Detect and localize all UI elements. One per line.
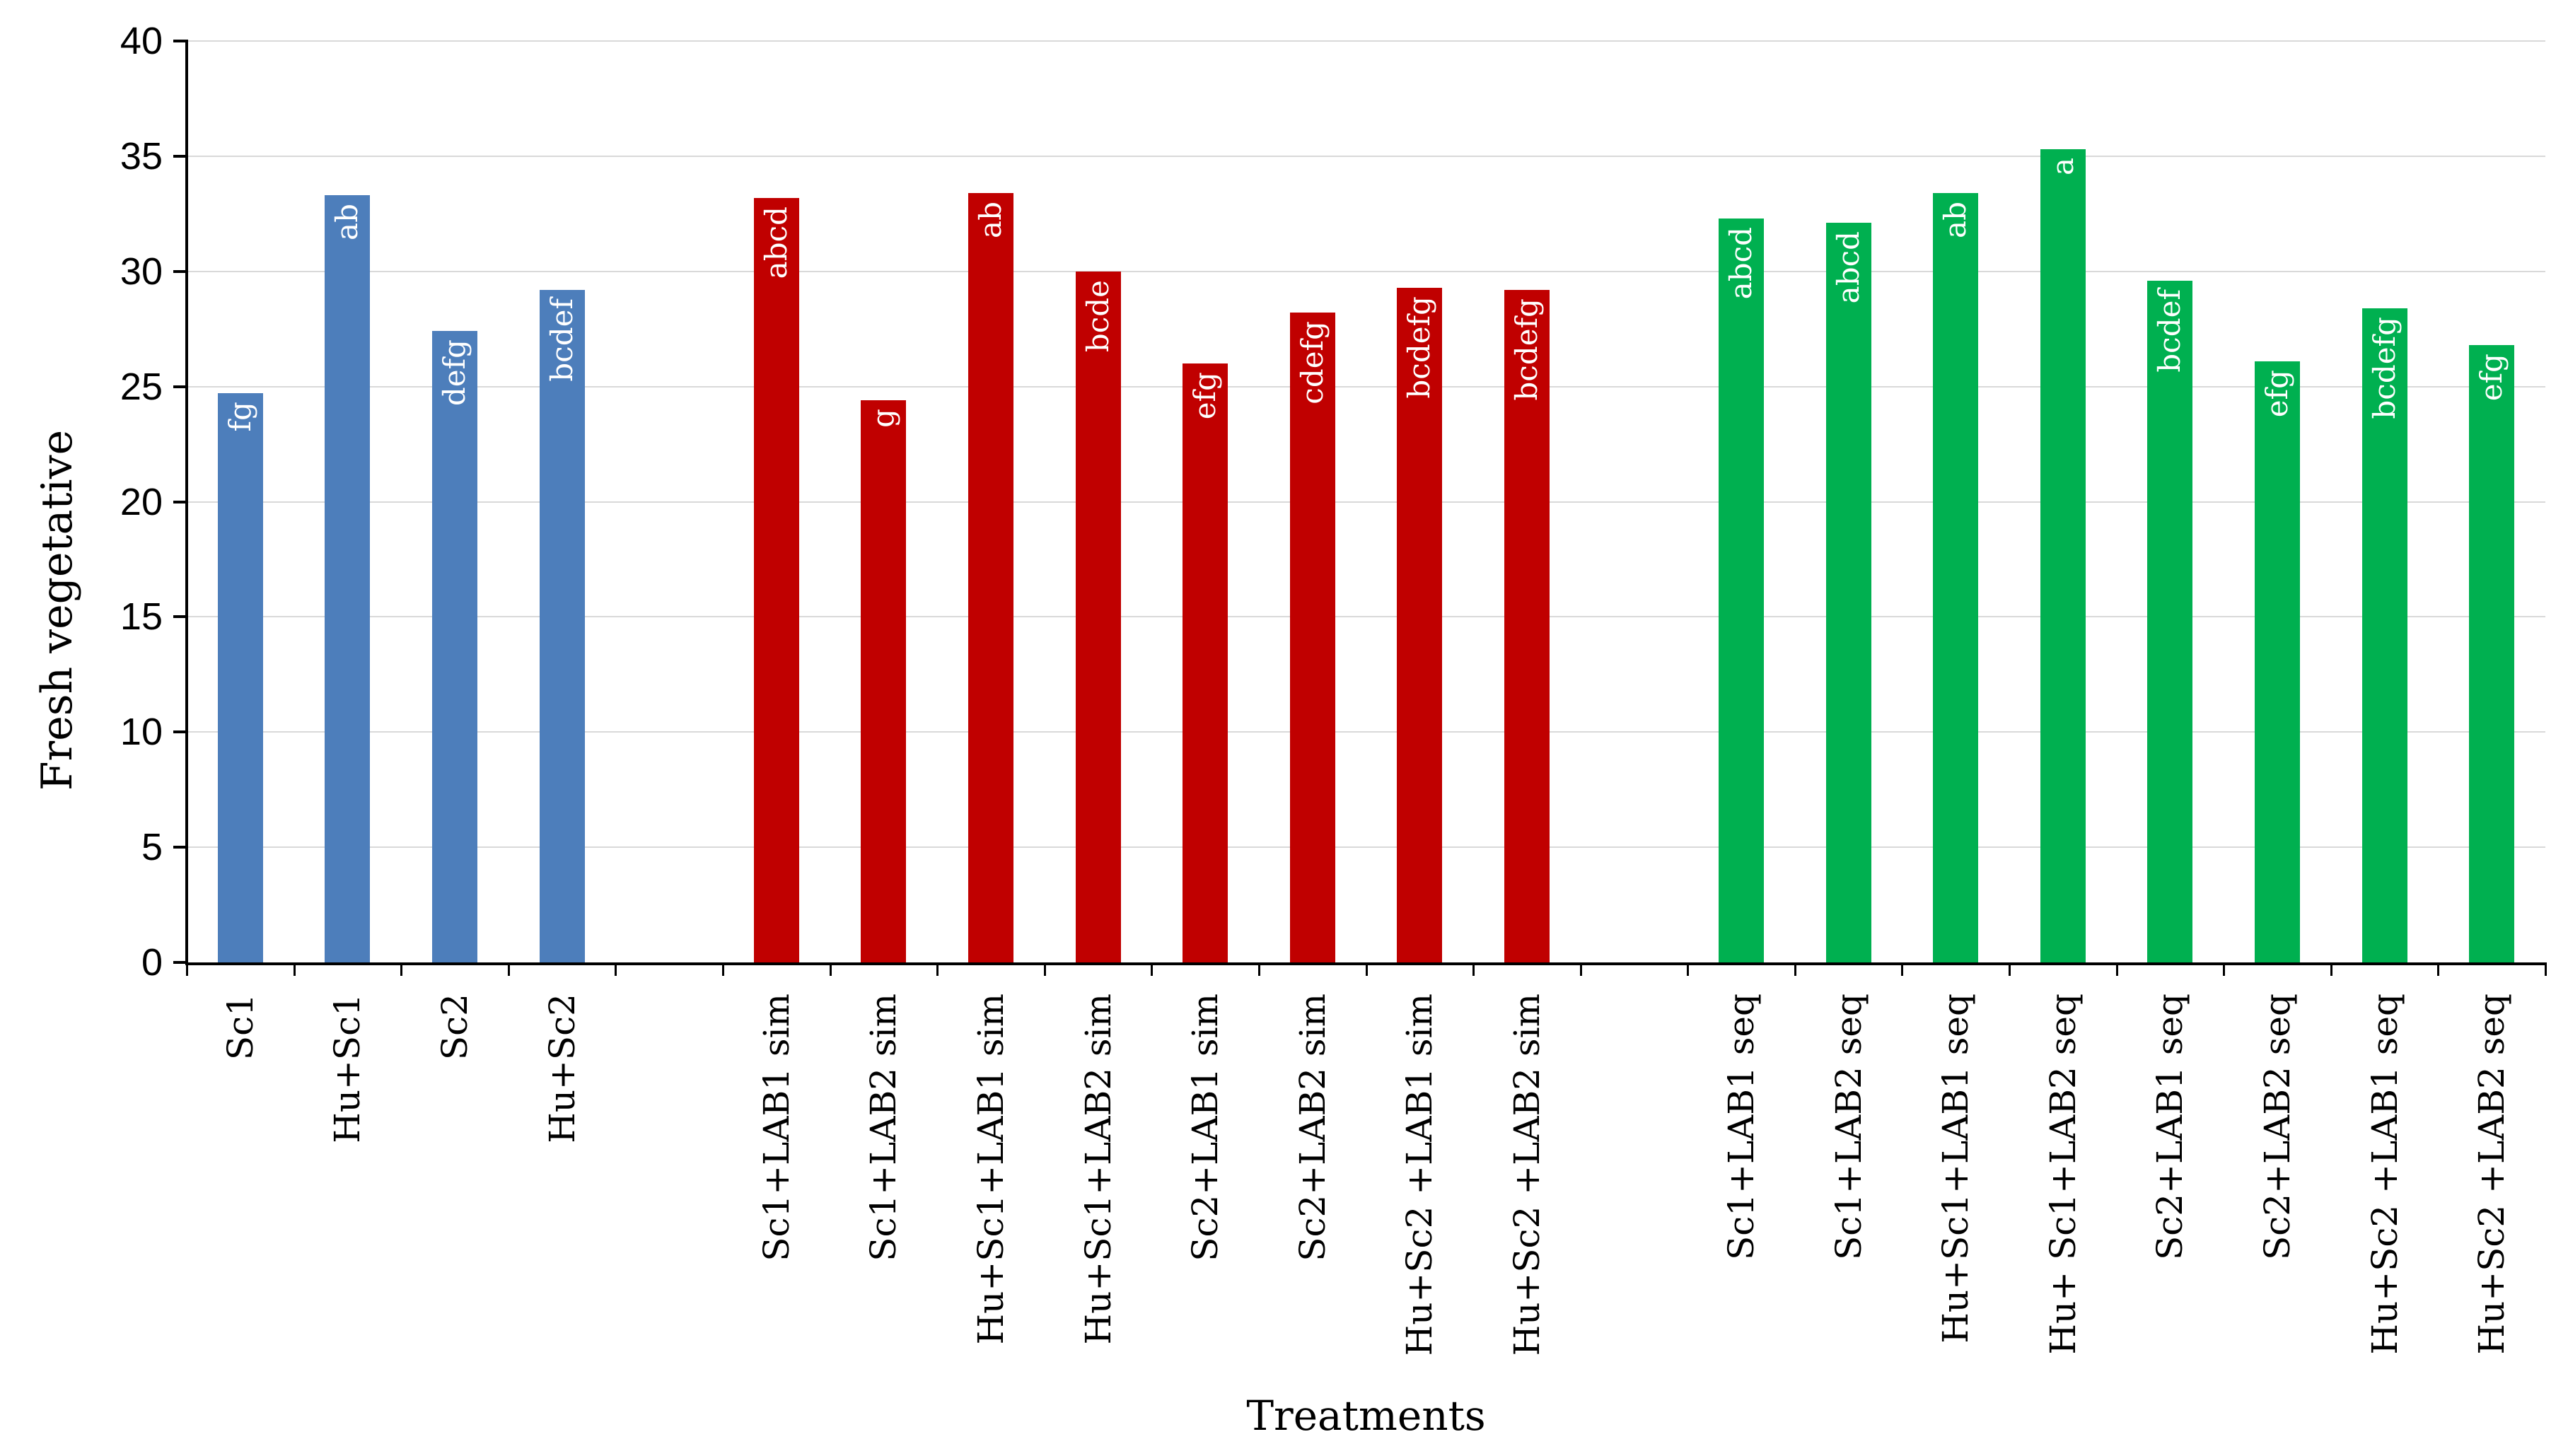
x-tick [722,965,724,976]
x-tick [2330,965,2332,976]
x-tick-label: Sc2+LAB1 sim [1185,994,1226,1262]
gridline [187,616,2545,617]
x-tick [1151,965,1153,976]
y-tick-label: 5 [141,826,163,868]
bar [1504,290,1550,962]
x-tick [2116,965,2118,976]
x-tick [1258,965,1260,976]
x-tick-label: Sc2+LAB2 sim [1292,994,1333,1262]
y-axis-title-wrap: Fresh vegetative [33,429,82,793]
gridline [187,501,2545,503]
x-tick-label: Sc2 [434,994,475,1061]
y-tick-label: 35 [120,135,163,177]
x-tick-label: Sc1+LAB1 seq [1721,994,1762,1260]
x-tick-label: Hu+Sc2 +LAB1 sim [1399,994,1440,1356]
x-tick [1366,965,1368,976]
bar [1397,288,1442,962]
x-tick [508,965,510,976]
bar [1719,219,1764,962]
x-tick-label: Sc2+LAB1 seq [2149,994,2190,1260]
y-tick-label: 30 [120,250,163,293]
bar [861,400,906,962]
bar [1076,272,1121,962]
y-tick-label: 15 [120,595,163,638]
x-axis-title: Treatments [1246,1392,1486,1440]
bar [2147,281,2192,962]
bar [2040,149,2086,962]
bar [1183,363,1228,962]
y-tick-label: 40 [120,20,163,62]
x-tick-label: Hu+Sc2 +LAB1 seq [2364,994,2405,1355]
x-tick-label: Hu+Sc2 [542,994,583,1143]
y-tick [173,270,187,273]
x-tick-label: Hu+Sc2 +LAB2 seq [2471,994,2512,1355]
y-tick [173,385,187,388]
x-tick [1472,965,1475,976]
gridline [187,846,2545,848]
bar [218,393,263,962]
x-tick [1044,965,1046,976]
bar [1933,193,1978,962]
gridline [187,40,2545,42]
x-tick [1687,965,1689,976]
y-tick [173,40,187,42]
gridline [187,156,2545,157]
gridline [187,731,2545,733]
x-tick [400,965,402,976]
x-tick [1901,965,1903,976]
bar [432,331,477,962]
x-tick [186,965,188,976]
y-tick-label: 25 [120,366,163,408]
bar [325,195,370,962]
y-tick [173,846,187,849]
bar [540,290,585,962]
y-tick [173,961,187,964]
bar [968,193,1013,962]
x-tick-label: Hu+ Sc1+LAB2 seq [2043,994,2084,1355]
bar [2469,345,2514,962]
x-tick [2009,965,2011,976]
x-axis-line [185,962,2547,965]
y-axis-line [185,40,188,965]
x-tick-label: Sc1+LAB1 sim [756,994,797,1262]
x-tick-label: Sc1 [220,994,261,1061]
x-tick-label: Sc1+LAB2 seq [1828,994,1869,1260]
x-tick-label: Sc1+LAB2 sim [863,994,904,1262]
x-tick [2223,965,2225,976]
x-tick-label: Hu+Sc1+LAB2 sim [1078,994,1119,1345]
y-tick [173,155,187,158]
x-tick-label: Sc2+LAB2 seq [2257,994,2298,1260]
bar [1290,313,1335,962]
y-tick [173,615,187,618]
x-tick-label: Hu+Sc1+LAB1 sim [970,994,1011,1345]
x-tick [936,965,939,976]
y-tick [173,501,187,503]
x-tick [1794,965,1796,976]
x-tick [2437,965,2439,976]
x-tick [2545,965,2547,976]
x-tick [1580,965,1582,976]
x-tick-label: Hu+Sc1+LAB1 seq [1935,994,1976,1344]
bar [2362,308,2407,962]
y-tick [173,730,187,733]
y-tick-label: 20 [120,481,163,523]
x-tick-label: Hu+Sc1 [327,994,368,1143]
gridline [187,386,2545,388]
y-tick-label: 0 [141,941,163,984]
bar [754,198,799,962]
y-tick-label: 10 [120,711,163,753]
x-tick [615,965,617,976]
bar [1826,223,1871,962]
bar [2255,361,2300,962]
y-axis-title: Fresh vegetative [33,429,82,791]
x-tick [294,965,296,976]
x-tick-label: Hu+Sc2 +LAB2 sim [1506,994,1547,1356]
x-tick [830,965,832,976]
gridline [187,271,2545,272]
